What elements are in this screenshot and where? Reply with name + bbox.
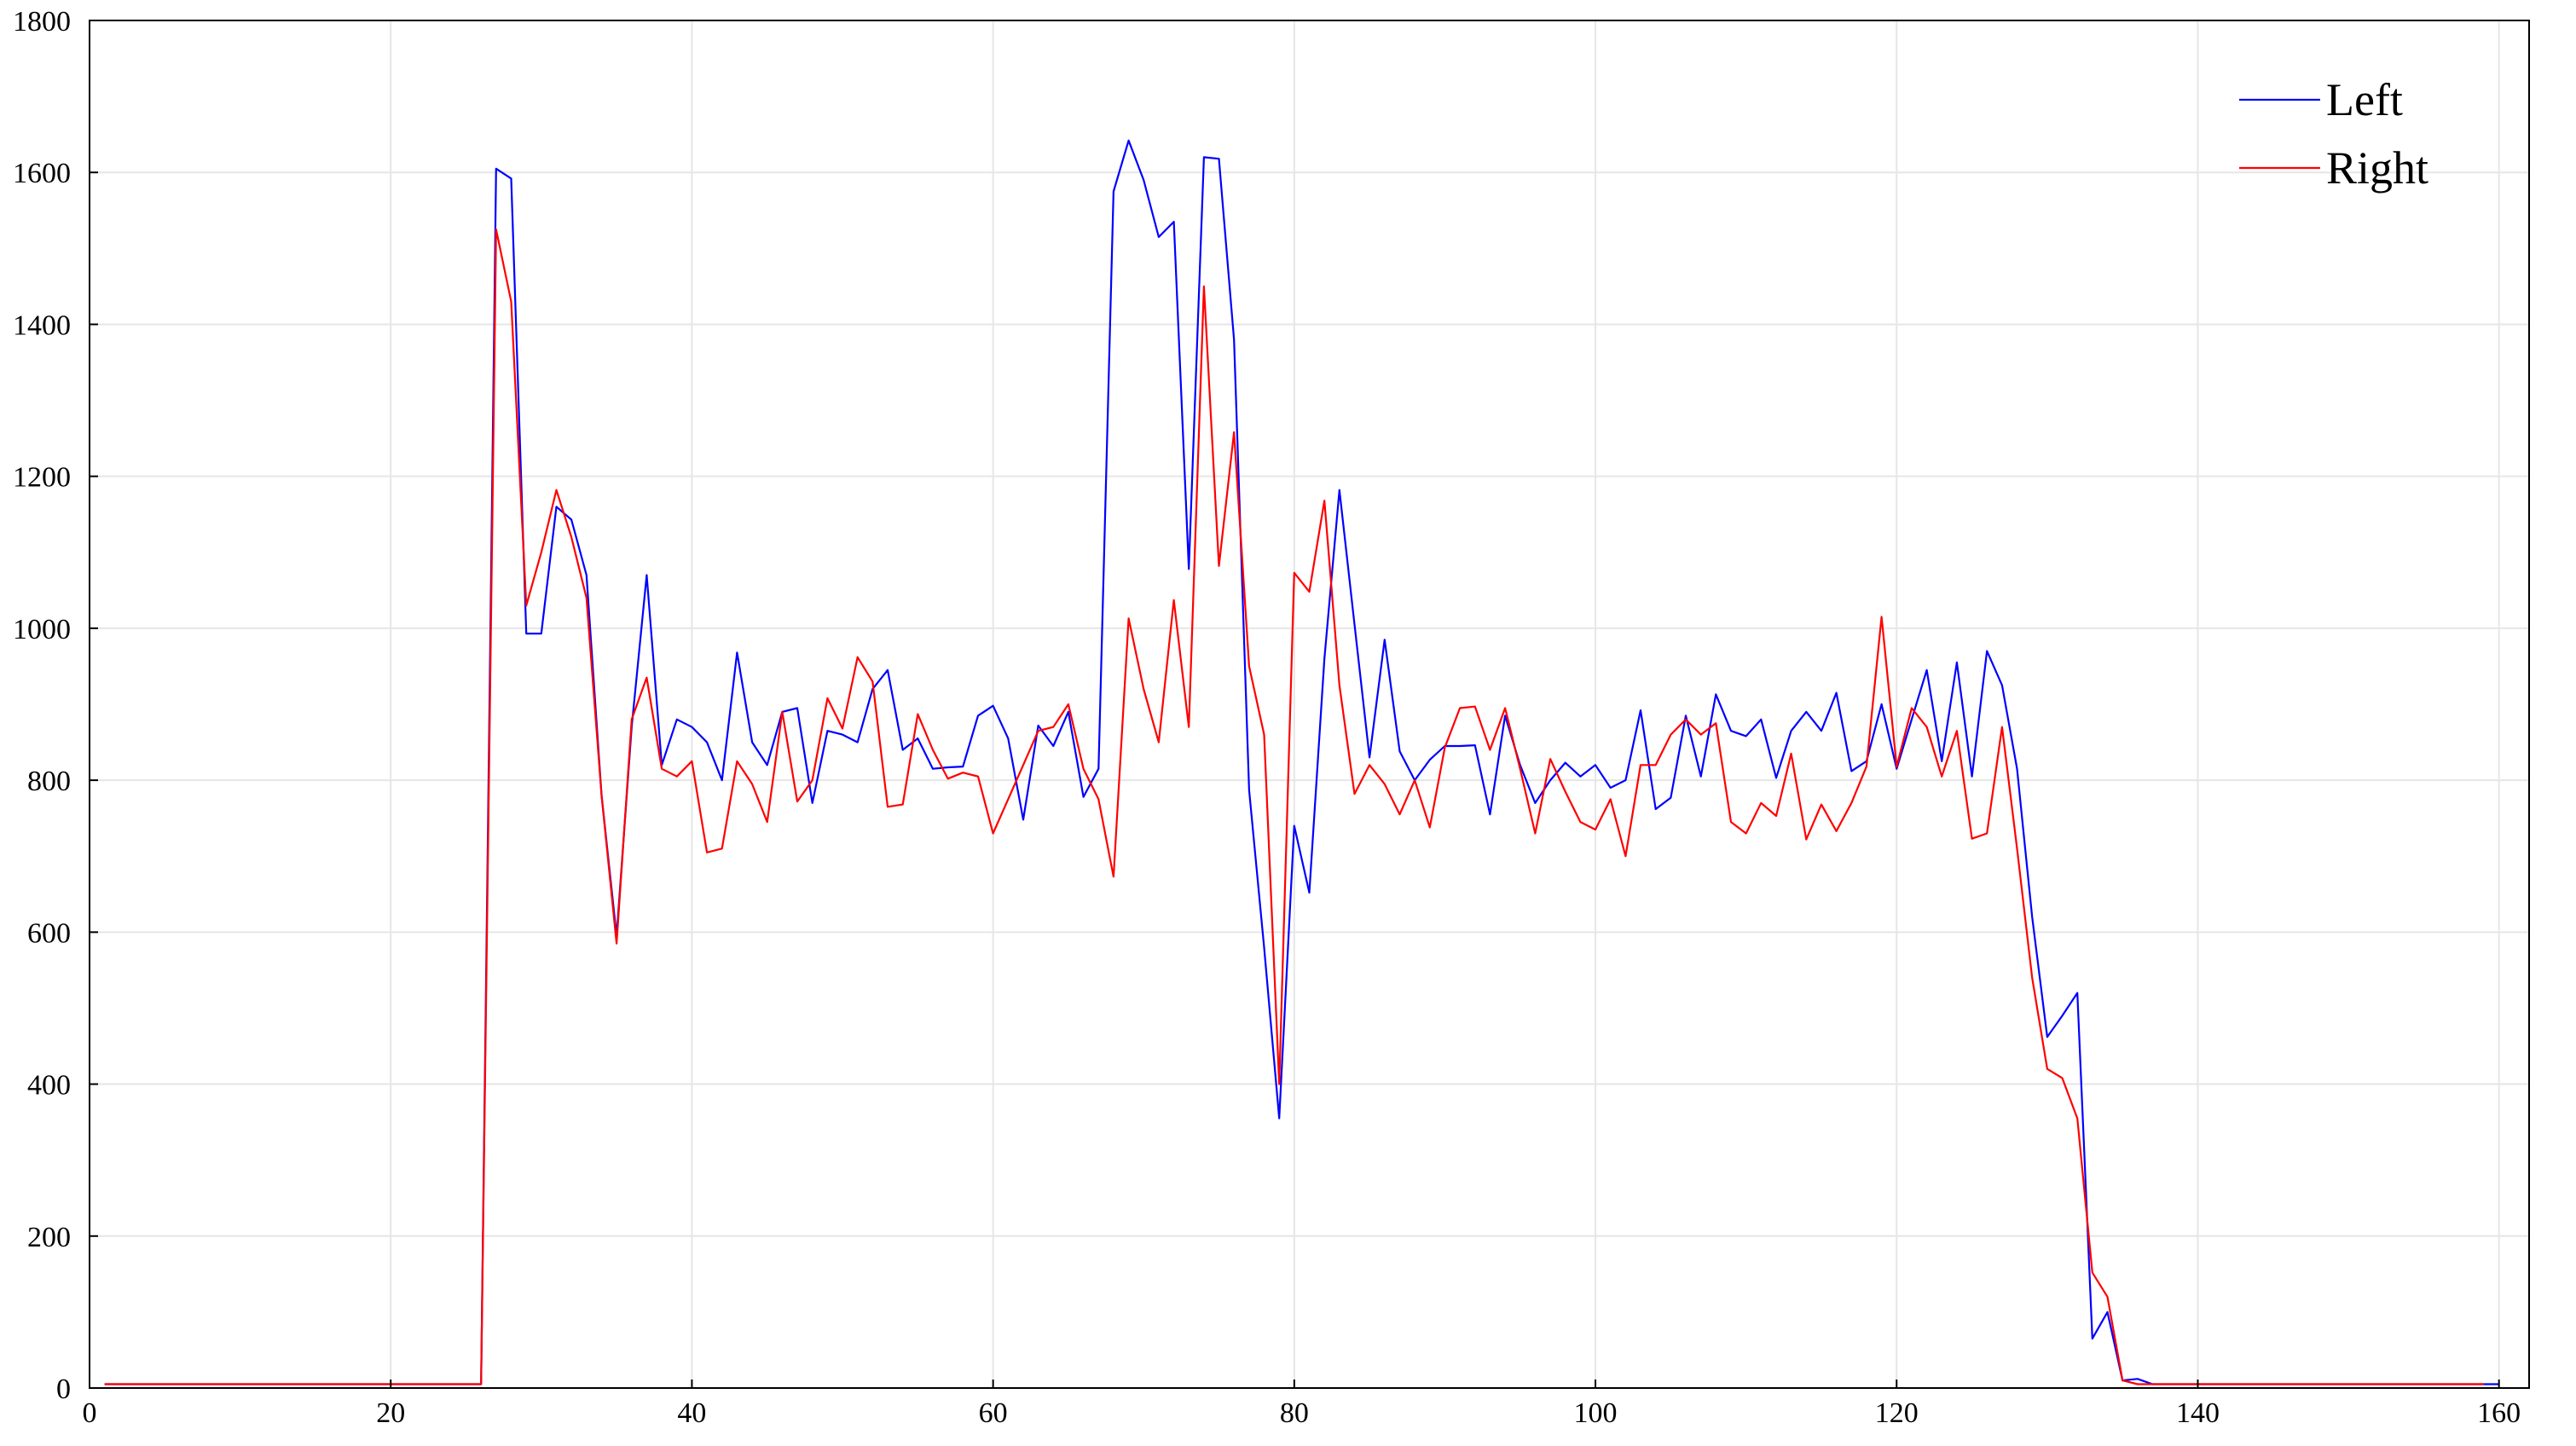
x-tick-label: 120 (1875, 1397, 1919, 1429)
grid (90, 20, 2529, 1388)
legend-label-right: Right (2326, 142, 2428, 194)
y-tick-label: 0 (56, 1374, 71, 1405)
y-tick-label: 1000 (13, 614, 71, 645)
x-tick-label: 100 (1574, 1397, 1618, 1429)
y-tick-label: 400 (27, 1070, 71, 1102)
y-tick-label: 600 (27, 917, 71, 949)
x-tick-label: 40 (677, 1397, 706, 1429)
y-tick-label: 1600 (13, 158, 71, 189)
y-tick-label: 1400 (13, 309, 71, 341)
x-tick-label: 140 (2176, 1397, 2220, 1429)
x-tick-label: 80 (1280, 1397, 1309, 1429)
legend: Left Right (2239, 74, 2428, 194)
series-layer (104, 139, 2499, 1385)
axis-ticks: 0 20 40 60 80 100 120 140 1600200400600800100012… (13, 6, 2521, 1429)
y-tick-label: 800 (27, 766, 71, 797)
plot-frame (89, 20, 2530, 1389)
x-tick-label: 60 (979, 1397, 1008, 1429)
legend-label-left: Left (2326, 74, 2403, 125)
x-tick-label: 160 (2477, 1397, 2521, 1429)
y-tick-label: 1800 (13, 6, 71, 38)
x-tick-label: 20 (376, 1397, 405, 1429)
y-tick-label: 1200 (13, 462, 71, 494)
series-line-right (104, 228, 2484, 1385)
x-tick-label: 0 (83, 1397, 97, 1429)
series-line-left (104, 139, 2499, 1385)
y-tick-label: 200 (27, 1222, 71, 1253)
